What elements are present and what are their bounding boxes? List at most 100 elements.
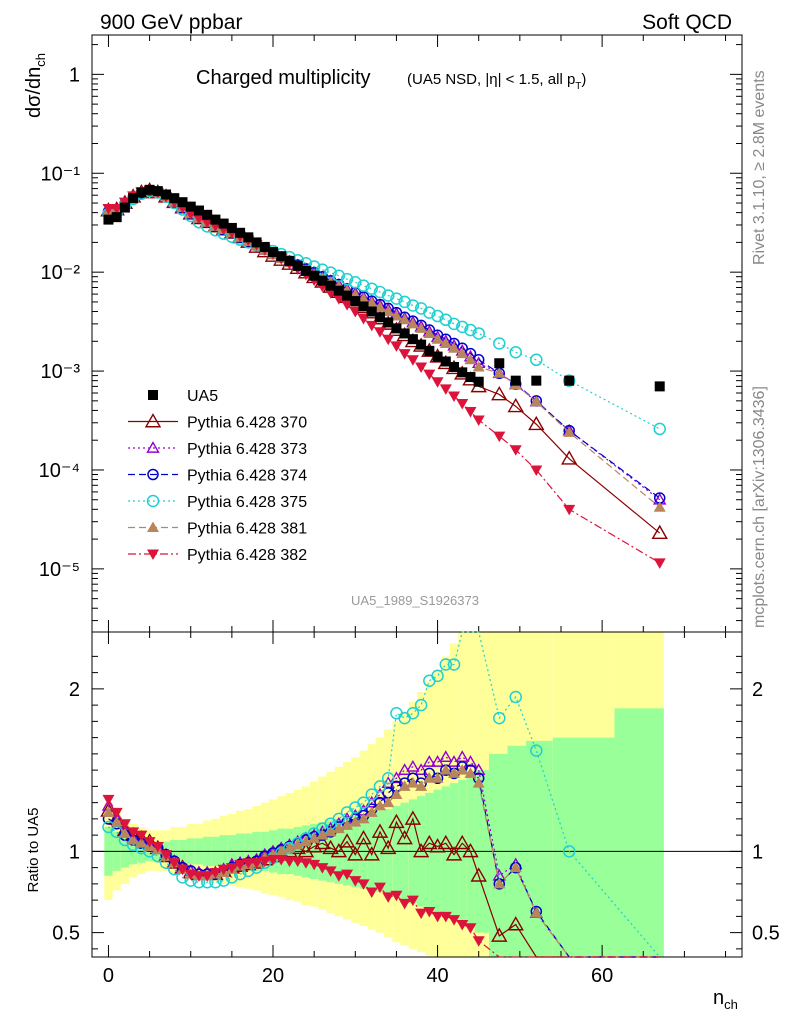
- data-point: [358, 301, 369, 312]
- ratio-point: [472, 936, 485, 947]
- data-point: [202, 209, 213, 220]
- data-point: [119, 202, 130, 213]
- series-point: [509, 445, 522, 456]
- series-point: [365, 296, 378, 308]
- data-point: [465, 372, 476, 383]
- ratio-point: [414, 698, 428, 712]
- y-tick-label: 10⁻⁵: [39, 559, 80, 581]
- series-point: [324, 288, 337, 299]
- ratio-point: [127, 827, 140, 838]
- series-point: [464, 323, 477, 337]
- series-point: [192, 213, 205, 225]
- series-point: [349, 307, 362, 318]
- legend-label: Pythia 6.428 370: [187, 415, 307, 432]
- series-point: [423, 306, 436, 319]
- ratio-y-tick-label: 1: [69, 841, 80, 863]
- series-point: [357, 279, 370, 292]
- legend-marker: [144, 413, 162, 428]
- ratio-point: [422, 755, 437, 767]
- series-point: [390, 341, 403, 352]
- ratio-point: [341, 819, 354, 830]
- data-point: [136, 187, 147, 198]
- data-point: [416, 339, 427, 350]
- ratio-point: [217, 864, 230, 876]
- series-point: [431, 309, 444, 323]
- series-point: [530, 395, 543, 407]
- data-point: [432, 351, 443, 362]
- ratio-point: [371, 823, 389, 838]
- ratio-point: [390, 707, 403, 720]
- series-point: [332, 294, 345, 305]
- data-point: [243, 232, 254, 243]
- main-frame: [91, 34, 743, 633]
- series-point: [651, 524, 668, 540]
- ratio-y-tick-label: 2: [69, 679, 80, 701]
- data-point: [440, 356, 451, 367]
- ratio-panel: 0 20 40 60 0.5 0.5 1 1 2 2: [52, 631, 780, 987]
- y-tick-label: 1: [69, 64, 80, 86]
- ratio-point: [192, 871, 205, 882]
- data-point: [128, 193, 139, 204]
- ratio-point: [415, 780, 428, 791]
- data-point: [169, 193, 180, 204]
- ratio-point: [308, 832, 321, 843]
- ratio-point: [338, 833, 356, 848]
- series-point: [382, 334, 395, 346]
- series-point: [509, 345, 522, 359]
- y-tick-label: 10⁻⁴: [39, 460, 80, 482]
- legend-marker: [147, 549, 159, 560]
- ratio-point: [448, 915, 461, 926]
- ratio-point: [357, 812, 370, 824]
- ratio-point: [439, 764, 452, 775]
- ratio-point: [357, 796, 370, 809]
- series-point: [472, 360, 485, 372]
- ratio-point: [283, 842, 296, 853]
- series-point: [381, 289, 395, 302]
- series-point: [491, 386, 508, 401]
- series-point: [357, 292, 370, 304]
- ratio-point: [470, 867, 487, 882]
- series-point: [439, 384, 452, 395]
- x-tick-label: 40: [426, 965, 448, 987]
- series-point: [439, 337, 452, 348]
- series-point: [373, 327, 386, 338]
- legend-marker-data: [148, 390, 158, 400]
- ratio-point: [390, 890, 403, 902]
- series-point: [493, 431, 506, 443]
- series-point: [530, 465, 543, 476]
- band-inner: [552, 737, 615, 957]
- series-point: [201, 217, 214, 229]
- data-point: [564, 375, 575, 386]
- ratio-point: [242, 858, 255, 869]
- data-point: [152, 186, 163, 197]
- legend-marker: [147, 521, 159, 532]
- main-panel: 1 10⁻¹ 10⁻² 10⁻³ 10⁻⁴ 10⁻⁵: [39, 34, 743, 644]
- ratio-y-tick-label-right: 0.5: [752, 923, 780, 945]
- y-tick-label: 10⁻³: [41, 361, 81, 383]
- data-point: [342, 290, 353, 301]
- ratio-point: [168, 858, 181, 869]
- series-point: [390, 292, 403, 305]
- data-point: [111, 212, 122, 223]
- ratio-point: [414, 763, 428, 775]
- ratio-point: [127, 834, 140, 845]
- ratio-point: [396, 829, 413, 845]
- x-tick-label: 0: [103, 965, 114, 987]
- ratio-point: [382, 796, 395, 808]
- ratio-point: [448, 767, 461, 778]
- series-point: [406, 355, 419, 366]
- ratio-point: [437, 834, 455, 850]
- series-line: [108, 189, 661, 508]
- data-point: [350, 296, 361, 307]
- ratio-point: [431, 911, 444, 923]
- series-point: [563, 504, 576, 516]
- data-point: [210, 214, 221, 225]
- series-point: [423, 327, 436, 338]
- ratio-point: [160, 850, 173, 861]
- ratio-point: [330, 842, 348, 858]
- ratio-point: [363, 846, 380, 861]
- ratio-point: [349, 816, 362, 827]
- data-point: [333, 285, 344, 296]
- analysis-tag: UA5_1989_S1926373: [351, 593, 479, 608]
- ratio-point: [509, 690, 522, 704]
